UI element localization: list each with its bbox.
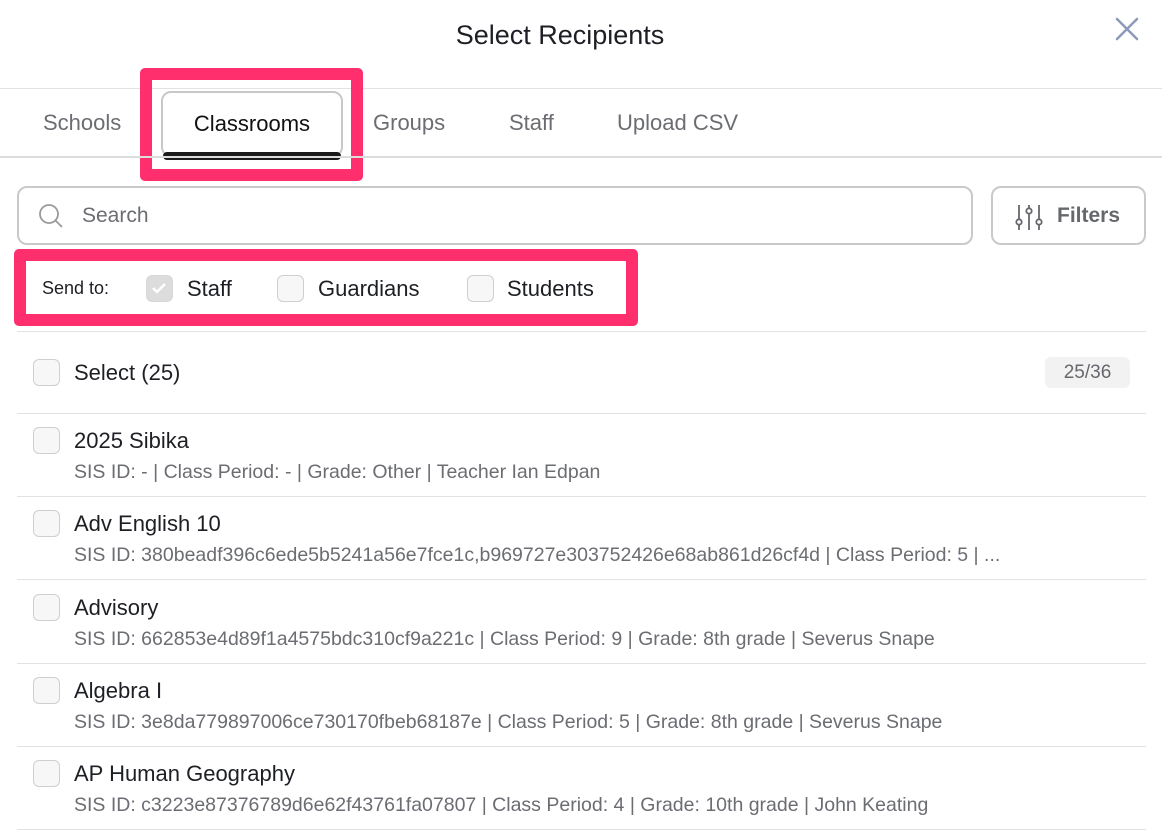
divider <box>17 331 1146 332</box>
search-input[interactable] <box>82 200 942 232</box>
filters-button[interactable]: Filters <box>991 186 1146 245</box>
tab-classrooms[interactable]: Classrooms <box>161 91 343 157</box>
staff-checkbox[interactable] <box>146 275 173 302</box>
search-icon <box>39 204 63 228</box>
highlight-box <box>14 249 638 326</box>
tab-label: Classrooms <box>193 111 311 136</box>
classroom-checkbox[interactable] <box>33 760 60 788</box>
tab-staff[interactable]: Staff <box>509 110 554 135</box>
check-icon <box>152 283 166 294</box>
select-all-checkbox[interactable] <box>33 359 60 386</box>
select-all-label: Select (25) <box>74 360 181 385</box>
divider <box>17 579 1146 581</box>
divider <box>17 496 1146 497</box>
students-checkbox[interactable] <box>467 275 494 302</box>
divider <box>17 413 1146 414</box>
staff-option-label: Staff <box>187 276 232 301</box>
classroom-checkbox[interactable] <box>33 676 60 704</box>
classroom-checkbox[interactable] <box>33 427 60 454</box>
guardians-option-label: Guardians <box>318 276 420 301</box>
dialog-title: Select Recipients <box>455 20 665 50</box>
classroom-checkbox[interactable] <box>33 593 60 621</box>
highlight-box <box>140 68 363 181</box>
tab-schools[interactable]: Schools <box>43 110 122 135</box>
selected-count-badge: 25/36 <box>1045 357 1130 388</box>
classroom-details: SIS ID: 3e8da779897006ce730170fbeb68187e… <box>74 710 943 733</box>
classroom-details: SIS ID: 662853e4d89f1a4575bdc310cf9a221c… <box>74 627 935 650</box>
classroom-details: SIS ID: 380beadf396c6ede5b5241a56e7fce1c… <box>74 544 1001 567</box>
close-icon[interactable] <box>1113 15 1141 43</box>
classroom-name: Advisory <box>74 594 159 620</box>
classroom-name: AP Human Geography <box>74 761 295 787</box>
classroom-details: SIS ID: c3223e87376789d6e62f43761fa07807… <box>74 794 929 817</box>
tab-groups[interactable]: Groups <box>373 110 446 135</box>
classroom-name: Adv English 10 <box>74 511 221 537</box>
classroom-details: SIS ID: - | Class Period: - | Grade: Oth… <box>74 461 601 483</box>
tab-upload-csv[interactable]: Upload CSV <box>617 110 739 135</box>
filters-label: Filters <box>1057 204 1121 227</box>
sliders-icon <box>1015 205 1043 230</box>
guardians-checkbox[interactable] <box>277 275 304 302</box>
divider <box>17 745 1146 747</box>
tabs-divider <box>0 156 1162 158</box>
classroom-name: Algebra I <box>74 677 163 703</box>
divider <box>17 829 1146 831</box>
search-field[interactable] <box>17 186 973 245</box>
divider <box>17 662 1146 664</box>
divider <box>0 88 1162 89</box>
send-to-label: Send to: <box>42 278 110 298</box>
classroom-checkbox[interactable] <box>33 510 60 538</box>
classroom-name: 2025 Sibika <box>74 428 189 453</box>
students-option-label: Students <box>507 276 594 301</box>
